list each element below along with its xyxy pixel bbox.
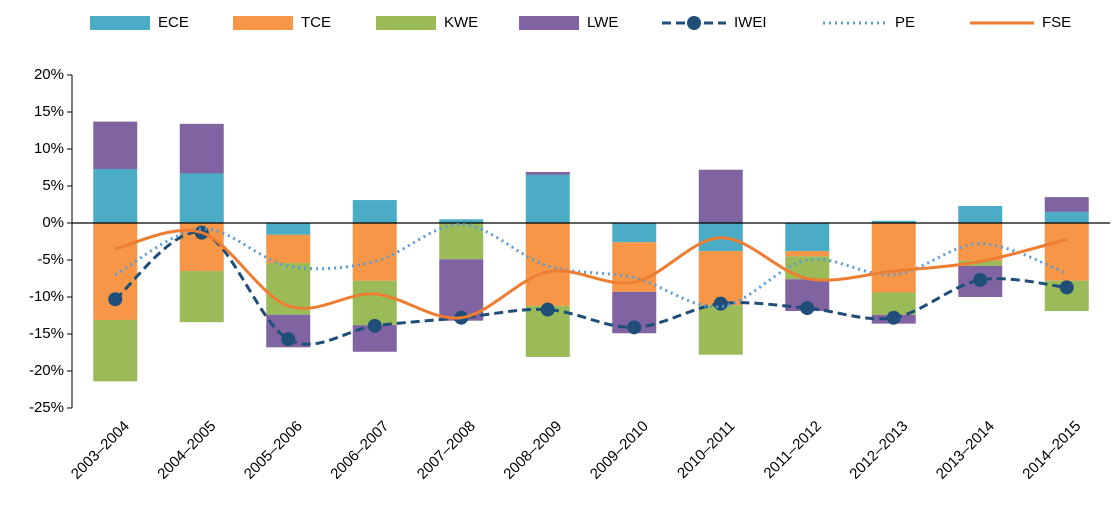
bar <box>266 234 311 263</box>
legend-swatch <box>233 16 293 30</box>
x-tick-label: 2011–2012 <box>761 418 825 482</box>
legend-swatch <box>376 16 436 30</box>
bar <box>525 174 570 223</box>
bar <box>698 169 743 223</box>
bar <box>179 173 224 223</box>
bar <box>266 223 311 235</box>
bar <box>93 121 138 169</box>
legend-label: PE <box>895 14 915 31</box>
legend-swatch <box>90 16 150 30</box>
line-series <box>114 222 1068 309</box>
bar <box>785 251 830 257</box>
bar <box>1044 197 1089 212</box>
line-marker <box>108 292 123 307</box>
x-tick-label: 2010–2011 <box>674 418 738 482</box>
legend-marker <box>687 16 701 30</box>
line-marker <box>713 296 728 311</box>
line-series <box>114 228 1068 320</box>
bar <box>958 205 1003 223</box>
bar <box>439 223 484 260</box>
line-marker <box>281 332 296 347</box>
legend-label: TCE <box>301 14 331 31</box>
legend-label: FSE <box>1042 14 1071 31</box>
legend-item: LWE <box>519 14 618 31</box>
line-marker <box>973 272 988 287</box>
bar <box>179 123 224 174</box>
legend-item: FSE <box>970 14 1071 31</box>
x-tick-label: 2014–2015 <box>1019 418 1084 483</box>
legend-label: KWE <box>444 14 478 31</box>
bar <box>352 200 397 223</box>
y-tick-label: 0% <box>42 214 64 231</box>
y-tick-label: -15% <box>29 325 64 342</box>
legend-item: ECE <box>90 14 189 31</box>
y-tick-label: 15% <box>34 103 64 120</box>
bar <box>871 292 916 315</box>
bar <box>958 260 1003 266</box>
bar <box>525 223 570 306</box>
bar <box>525 171 570 175</box>
y-tick-label: -25% <box>29 399 64 416</box>
legend-item: IWEI <box>662 14 767 31</box>
x-tick-label: 2012–2013 <box>846 418 911 483</box>
y-tick-label: -20% <box>29 362 64 379</box>
x-tick-label: 2005–2006 <box>241 418 306 483</box>
y-tick-label: 10% <box>34 140 64 157</box>
y-tick-label: 5% <box>42 177 64 194</box>
line-marker <box>886 310 901 325</box>
bar <box>698 251 743 306</box>
x-tick-label: 2003–2004 <box>68 418 133 483</box>
bar <box>439 219 484 223</box>
legend-item: KWE <box>376 14 478 31</box>
line-marker <box>627 320 642 335</box>
bar <box>958 223 1003 261</box>
legend-item: PE <box>823 14 915 31</box>
x-tick-label: 2004–2005 <box>154 418 219 483</box>
bar <box>179 271 224 323</box>
y-tick-label: 20% <box>34 66 64 83</box>
bar <box>871 223 916 293</box>
legend-label: ECE <box>158 14 189 31</box>
line-marker <box>367 318 382 333</box>
bar <box>352 280 397 326</box>
bar <box>352 223 397 281</box>
line-marker <box>540 302 555 317</box>
legend-item: TCE <box>233 14 331 31</box>
legend-label: LWE <box>587 14 618 31</box>
legend-swatch <box>519 16 579 30</box>
bar <box>93 168 138 223</box>
bar <box>1044 211 1089 223</box>
bar <box>93 319 138 382</box>
bar <box>785 223 830 252</box>
x-tick-label: 2007–2008 <box>414 418 479 483</box>
x-tick-label: 2008–2009 <box>500 418 565 483</box>
line-series <box>114 230 1067 346</box>
bar <box>871 220 916 223</box>
bar <box>1044 223 1089 281</box>
y-tick-label: -10% <box>29 288 64 305</box>
legend-label: IWEI <box>734 14 767 31</box>
x-tick-label: 2006–2007 <box>327 418 392 483</box>
bar <box>698 305 743 355</box>
bar <box>612 223 657 243</box>
line-marker <box>800 301 815 316</box>
x-tick-label: 2013–2014 <box>933 418 998 483</box>
bar <box>439 259 484 321</box>
x-tick-label: 2009–2010 <box>587 418 652 483</box>
y-tick-label: -5% <box>37 251 64 268</box>
line-marker <box>1059 280 1074 295</box>
